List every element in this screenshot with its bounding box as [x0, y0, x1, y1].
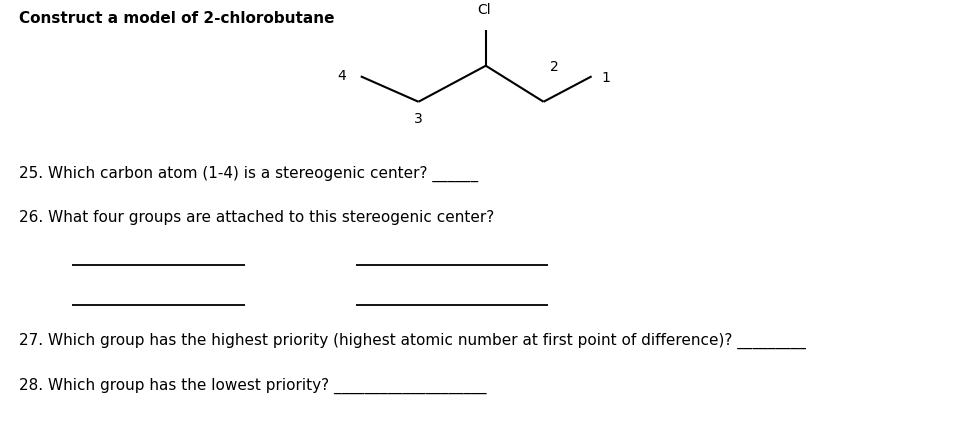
Text: 26. What four groups are attached to this stereogenic center?: 26. What four groups are attached to thi… — [19, 210, 494, 225]
Text: 1: 1 — [601, 71, 609, 86]
Text: 4: 4 — [337, 69, 346, 84]
Text: 25. Which carbon atom (1-4) is a stereogenic center? ______: 25. Which carbon atom (1-4) is a stereog… — [19, 165, 478, 181]
Text: 28. Which group has the lowest priority? ____________________: 28. Which group has the lowest priority?… — [19, 377, 486, 393]
Text: Cl: Cl — [477, 3, 490, 17]
Text: Construct a model of 2-chlorobutane: Construct a model of 2-chlorobutane — [19, 11, 334, 25]
Text: 27. Which group has the highest priority (highest atomic number at first point o: 27. Which group has the highest priority… — [19, 333, 805, 349]
Text: 3: 3 — [413, 112, 423, 126]
Text: 2: 2 — [550, 59, 558, 74]
